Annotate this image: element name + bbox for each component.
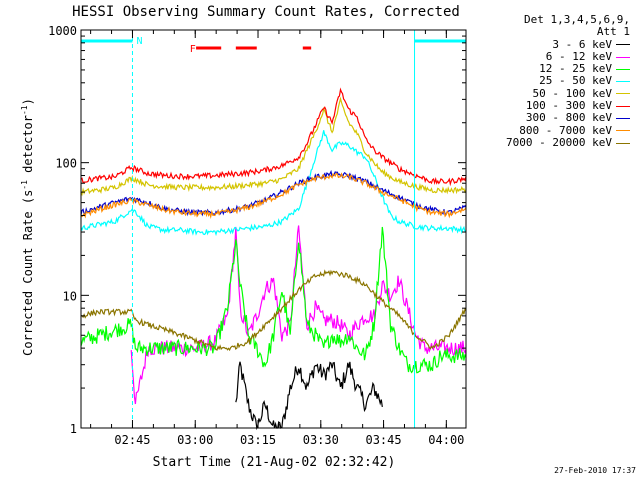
x-tick-label-1: 03:00 (177, 433, 213, 447)
x-tick-label-0: 02:45 (114, 433, 150, 447)
chart-title: HESSI Observing Summary Count Rates, Cor… (72, 4, 460, 20)
legend-item-1: 6 - 12 keV (484, 49, 638, 63)
legend-swatch-5 (616, 105, 630, 107)
legend-swatch-4 (616, 93, 630, 95)
legend-item-2: 12 - 25 keV (484, 62, 638, 76)
legend-swatch-2 (616, 68, 630, 70)
legend-item-0: 3 - 6 keV (484, 37, 638, 51)
legend-item-8: 7000 - 20000 keV (484, 135, 638, 149)
legend-item-7: 800 - 7000 keV (484, 123, 638, 137)
annotation-1: F (190, 44, 196, 55)
series-line-6 (80, 169, 467, 217)
legend-label-6: 300 - 800 keV (525, 111, 612, 125)
legend-label-2: 12 - 25 keV (539, 62, 612, 76)
legend-swatch-6 (616, 118, 630, 120)
series-line-0 (235, 361, 383, 431)
legend-label-1: 6 - 12 keV (545, 49, 612, 63)
series-line-1 (130, 225, 467, 405)
legend-item-3: 25 - 50 keV (484, 75, 638, 87)
legend-swatch-3 (616, 81, 630, 83)
y-axis-label: Corrected Count Rate (s-1 detector-1) (20, 98, 35, 356)
legend-label-7: 800 - 7000 keV (519, 123, 612, 137)
legend-swatch-1 (616, 56, 630, 58)
x-tick-label-5: 04:00 (428, 433, 464, 447)
legend-item-6: 300 - 800 keV (484, 112, 638, 124)
y-tick-label-3: 1000 (48, 24, 77, 38)
x-axis-label: Start Time (21-Aug-02 02:32:42) (153, 455, 396, 470)
footer-date: 27-Feb-2010 17:37 (554, 466, 636, 475)
series-line-7 (80, 172, 467, 219)
series-line-4 (80, 96, 467, 197)
legend-label-4: 50 - 100 keV (532, 86, 612, 100)
series-line-8 (80, 269, 467, 352)
annotation-0: N (136, 36, 142, 47)
legend-swatch-8 (616, 142, 630, 144)
legend-item-5: 100 - 300 keV (484, 99, 638, 113)
plot-frame (80, 29, 467, 429)
legend-attenuator-state: Att 1 (596, 25, 630, 39)
legend-label-3: 25 - 50 keV (539, 74, 612, 88)
plot-area: N F 1 10 100 1000 02:45 03:00 03:15 03:30 03:45 04:… (48, 24, 467, 447)
x-tick-label-2: 03:15 (240, 433, 276, 447)
legend-detector-label: Det 1,3,4,5,6,9, (524, 13, 630, 26)
x-tick-label-4: 03:45 (365, 433, 401, 447)
legend: Det 1,3,4,5,6,9, Att 1 3 - 6 keV 6 - 12 k… (484, 13, 638, 149)
legend-swatch-0 (616, 44, 630, 46)
legend-item-4: 50 - 100 keV (484, 86, 638, 100)
y-tick-label-1: 10 (63, 289, 77, 303)
series-line-5 (80, 87, 467, 187)
y-tick-label-0: 1 (70, 422, 77, 436)
legend-label-0: 3 - 6 keV (552, 37, 612, 51)
y-tick-label-2: 100 (55, 157, 77, 171)
legend-label-5: 100 - 300 keV (525, 99, 612, 113)
series-line-3 (80, 130, 467, 237)
series-line-2 (80, 226, 467, 374)
legend-label-8: 7000 - 20000 keV (506, 135, 612, 149)
x-tick-label-3: 03:30 (303, 433, 339, 447)
legend-swatch-7 (616, 130, 630, 132)
